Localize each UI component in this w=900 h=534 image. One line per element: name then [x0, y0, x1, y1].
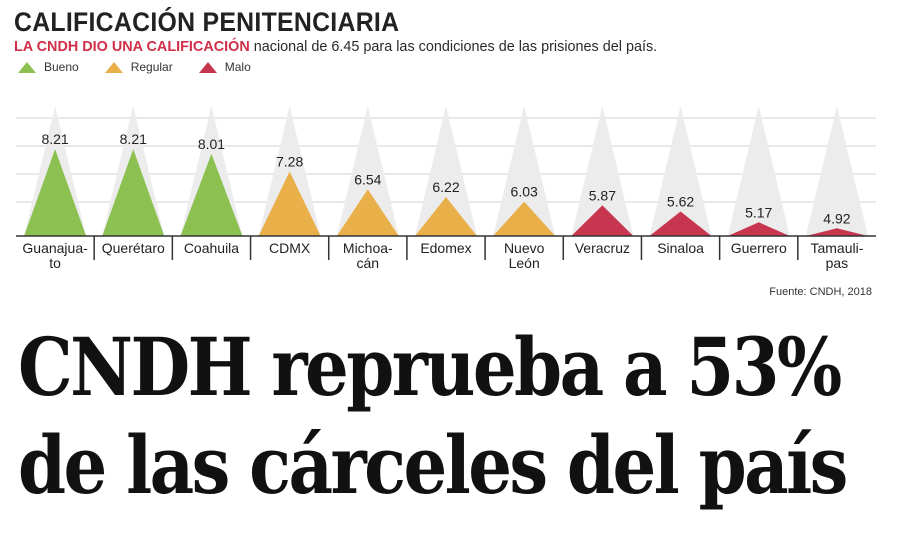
bar-cdmx — [258, 171, 321, 236]
value-label: 8.21 — [120, 131, 147, 147]
bar-tamaulipas — [805, 228, 868, 236]
source-note: Fuente: CNDH, 2018 — [769, 286, 872, 298]
legend-label-malo: Malo — [224, 60, 251, 74]
category-label: Guanajua- — [22, 240, 88, 256]
legend-swatch-regular — [104, 61, 123, 73]
bar-coahuila — [180, 153, 243, 236]
category-label: to — [49, 255, 61, 271]
legend-swatch-malo — [198, 61, 217, 73]
bar-veracruz — [571, 205, 634, 236]
value-label: 6.03 — [511, 184, 538, 200]
subtitle-lead: LA CNDH DIO UNA CALIFICACIÓN — [14, 38, 250, 55]
legend-item-malo: Malo — [198, 60, 251, 74]
category-label: cán — [357, 255, 380, 271]
chart-title: CALIFICACIÓN PENITENCIARIA — [14, 7, 400, 37]
bar-sinaloa — [649, 211, 712, 236]
value-label: 8.01 — [198, 136, 225, 152]
headline-line-1: CNDH reprueba a 53% — [18, 320, 842, 414]
value-label: 4.92 — [823, 210, 850, 226]
category-label: Edomex — [420, 240, 471, 256]
reference-triangle — [649, 106, 712, 236]
legend-swatch-bueno — [18, 61, 36, 73]
triangle-bar-chart: 8.21 8.21 8.01 7.28 6.54 6.22 6.03 5.87 5.62 5.17… — [16, 106, 876, 271]
legend: Bueno Regular Malo — [18, 60, 277, 74]
bar-quer-taro — [102, 149, 165, 236]
reference-triangle — [571, 106, 634, 236]
category-label: Sinaloa — [657, 240, 704, 256]
bar-edomex — [415, 197, 477, 236]
category-label: Veracruz — [575, 240, 630, 256]
reference-triangle — [727, 106, 790, 236]
legend-item-regular: Regular — [104, 60, 173, 74]
category-label: pas — [826, 255, 849, 271]
bar-guanajuato — [24, 149, 87, 236]
legend-label-bueno: Bueno — [44, 60, 79, 74]
value-label: 5.17 — [745, 204, 772, 220]
category-label: Guerrero — [731, 240, 787, 256]
reference-triangle — [805, 106, 868, 236]
bar-guerrero — [727, 222, 790, 236]
bar-michoac-n — [336, 189, 399, 236]
value-label: 5.62 — [667, 193, 694, 209]
category-label: CDMX — [269, 240, 311, 256]
category-label: Nuevo — [504, 240, 545, 256]
headline-line-2: de las cárceles del país — [18, 418, 848, 512]
category-label: Querétaro — [102, 240, 165, 256]
reference-triangle — [258, 106, 321, 236]
headline: CNDH reprueba a 53% de las cárceles del … — [18, 318, 848, 514]
value-label: 7.28 — [276, 153, 303, 169]
category-label: Tamauli- — [810, 240, 863, 256]
legend-item-bueno: Bueno — [18, 60, 79, 74]
chart-subtitle: LA CNDH DIO UNA CALIFICACIÓN nacional de… — [14, 38, 657, 55]
category-label: León — [509, 255, 540, 271]
legend-label-regular: Regular — [130, 60, 173, 74]
value-label: 8.21 — [41, 131, 68, 147]
category-label: Coahuila — [184, 240, 239, 256]
reference-triangle — [493, 106, 556, 236]
value-label: 6.22 — [432, 179, 459, 195]
category-label: Michoa- — [343, 240, 393, 256]
reference-triangle — [336, 106, 399, 236]
reference-triangle — [415, 106, 477, 236]
subtitle-rest: nacional de 6.45 para las condiciones de… — [249, 38, 658, 55]
value-label: 5.87 — [589, 187, 616, 203]
bar-nuevo-le-n — [493, 201, 556, 236]
value-label: 6.54 — [354, 171, 381, 187]
